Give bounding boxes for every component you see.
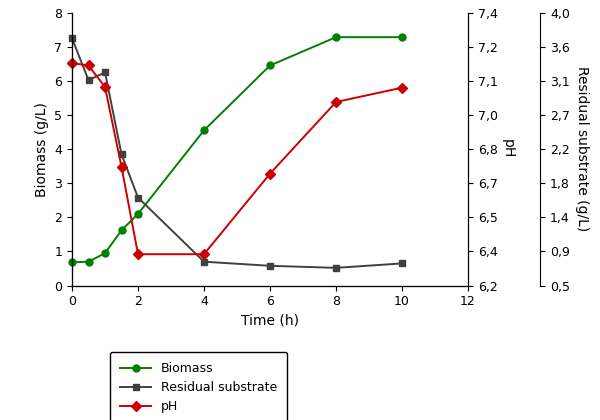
X-axis label: Time (h): Time (h)	[241, 314, 299, 328]
Y-axis label: Biomass (g/L): Biomass (g/L)	[35, 102, 49, 197]
Legend: Biomass, Residual substrate, pH: Biomass, Residual substrate, pH	[110, 352, 287, 420]
Y-axis label: Residual substrate (g/L): Residual substrate (g/L)	[575, 66, 589, 232]
Y-axis label: pH: pH	[500, 139, 514, 159]
